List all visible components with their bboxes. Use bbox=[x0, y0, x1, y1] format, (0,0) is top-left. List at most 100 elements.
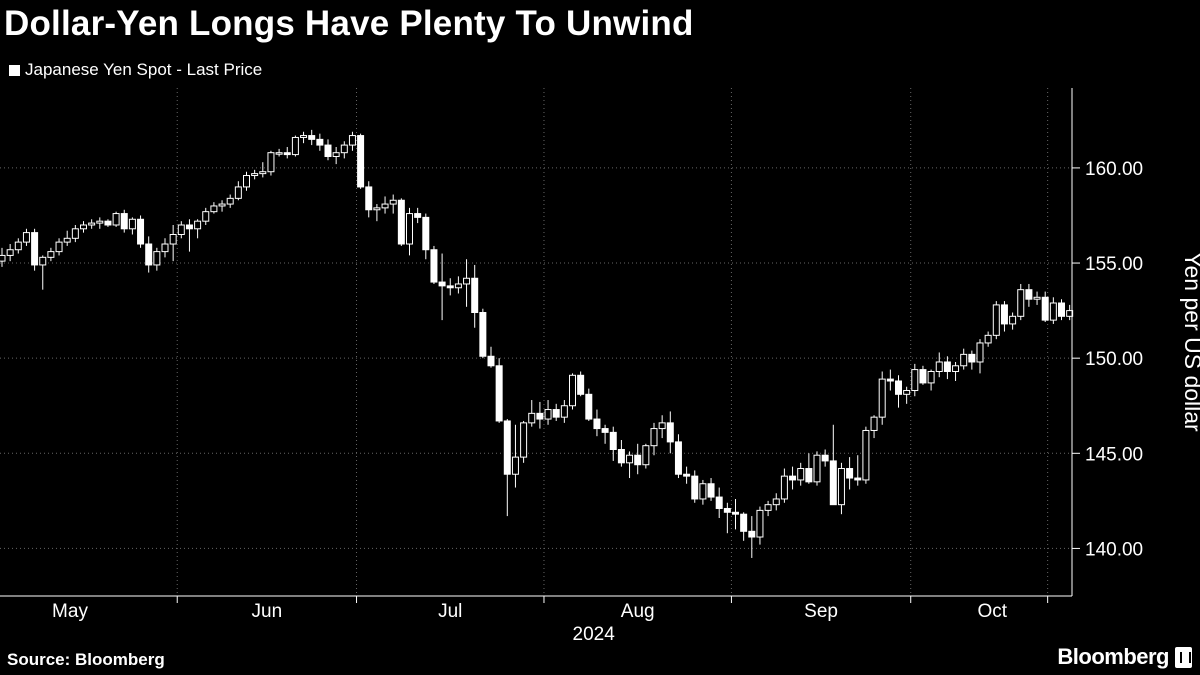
candle bbox=[650, 422, 658, 456]
candle-body-up bbox=[870, 416, 878, 431]
candle-body-down bbox=[31, 232, 39, 266]
candle bbox=[732, 498, 739, 530]
candle bbox=[911, 363, 919, 397]
candle bbox=[683, 466, 691, 484]
candle bbox=[1009, 312, 1017, 330]
candle-body-up bbox=[80, 224, 87, 230]
candle-body-down bbox=[609, 431, 617, 450]
candle bbox=[259, 162, 267, 178]
candle bbox=[691, 470, 699, 503]
candle-body-up bbox=[340, 144, 348, 154]
candle-body-down bbox=[471, 277, 479, 314]
candle-body-up bbox=[569, 374, 576, 407]
candle-body-down bbox=[422, 216, 430, 251]
candle bbox=[544, 400, 552, 425]
candle bbox=[340, 141, 348, 159]
candle-body-down bbox=[536, 412, 544, 420]
candle-body-down bbox=[104, 220, 112, 226]
candle bbox=[862, 426, 870, 484]
candle bbox=[903, 386, 911, 404]
y-tick-label: 150.00 bbox=[1085, 349, 1143, 370]
y-tick-label: 155.00 bbox=[1085, 254, 1143, 275]
candle bbox=[813, 451, 821, 486]
candle bbox=[300, 131, 308, 144]
candle bbox=[520, 420, 528, 463]
x-year-label: 2024 bbox=[573, 624, 616, 645]
candle-body-up bbox=[389, 199, 397, 205]
candle bbox=[218, 200, 226, 212]
candle-body-down bbox=[479, 312, 487, 357]
candle-body-up bbox=[218, 203, 226, 207]
candle-body-up bbox=[544, 409, 552, 420]
legend-label: Japanese Yen Spot - Last Price bbox=[25, 60, 263, 79]
candle-body-up bbox=[63, 237, 71, 243]
candle bbox=[560, 400, 568, 423]
candle bbox=[177, 221, 185, 239]
candle bbox=[919, 365, 927, 385]
candle-body-up bbox=[984, 334, 992, 344]
candle-body-up bbox=[1049, 302, 1057, 321]
candle bbox=[324, 139, 332, 161]
candle-body-up bbox=[1066, 310, 1074, 317]
candle bbox=[601, 424, 609, 444]
candle-body-up bbox=[454, 283, 462, 289]
candle-body-down bbox=[821, 454, 829, 462]
candle-body-up bbox=[658, 422, 666, 430]
candle bbox=[992, 301, 1000, 340]
candle bbox=[976, 339, 984, 374]
candle-body-up bbox=[251, 173, 259, 177]
candle-body-down bbox=[137, 218, 145, 245]
candle-body-up bbox=[234, 186, 242, 199]
candle-body-up bbox=[960, 353, 968, 367]
candle-body-down bbox=[674, 441, 682, 475]
candle bbox=[943, 356, 951, 380]
candle-body-down bbox=[308, 135, 316, 140]
candle-body-up bbox=[1033, 296, 1041, 300]
candle-body-up bbox=[520, 422, 528, 458]
candle-body-up bbox=[243, 175, 250, 188]
candle-body-up bbox=[837, 468, 845, 506]
candle bbox=[837, 462, 845, 515]
candle-body-down bbox=[723, 507, 731, 513]
candle-body-up bbox=[332, 152, 340, 157]
x-tick-label: Jun bbox=[252, 601, 283, 622]
candle bbox=[161, 238, 169, 258]
candle bbox=[112, 211, 120, 227]
candle-body-up bbox=[259, 171, 267, 175]
candle-body-up bbox=[463, 277, 471, 285]
candle-body-up bbox=[764, 504, 772, 511]
candle-body-down bbox=[552, 409, 560, 418]
candle bbox=[593, 409, 601, 437]
candle-body-down bbox=[593, 418, 601, 430]
candle-body-down bbox=[185, 224, 193, 230]
candle-body-up bbox=[88, 222, 96, 226]
brand-mark: Bloomberg bbox=[1057, 644, 1192, 670]
candle bbox=[1066, 304, 1074, 321]
candle bbox=[968, 350, 976, 370]
candle-body-up bbox=[927, 370, 935, 384]
candle-body-down bbox=[503, 420, 511, 475]
candle bbox=[471, 264, 479, 328]
candle bbox=[756, 506, 764, 545]
candle-body-down bbox=[438, 281, 446, 287]
candle bbox=[422, 213, 430, 260]
candle bbox=[153, 247, 161, 271]
candle bbox=[569, 373, 576, 410]
candle-body-up bbox=[226, 197, 234, 205]
candle bbox=[397, 198, 405, 246]
candle-body-down bbox=[1041, 296, 1049, 321]
candle bbox=[886, 369, 894, 391]
candle bbox=[414, 207, 422, 224]
candle bbox=[348, 131, 356, 151]
candle bbox=[1000, 301, 1008, 332]
candle bbox=[104, 219, 112, 227]
candle bbox=[960, 348, 968, 370]
candle-body-up bbox=[903, 390, 911, 395]
candle-body-down bbox=[895, 380, 902, 395]
candle-body-up bbox=[878, 378, 886, 418]
candle-body-down bbox=[666, 422, 674, 443]
candle bbox=[185, 219, 193, 252]
candle-body-up bbox=[797, 468, 805, 481]
chart-title: Dollar-Yen Longs Have Plenty To Unwind bbox=[4, 4, 694, 43]
